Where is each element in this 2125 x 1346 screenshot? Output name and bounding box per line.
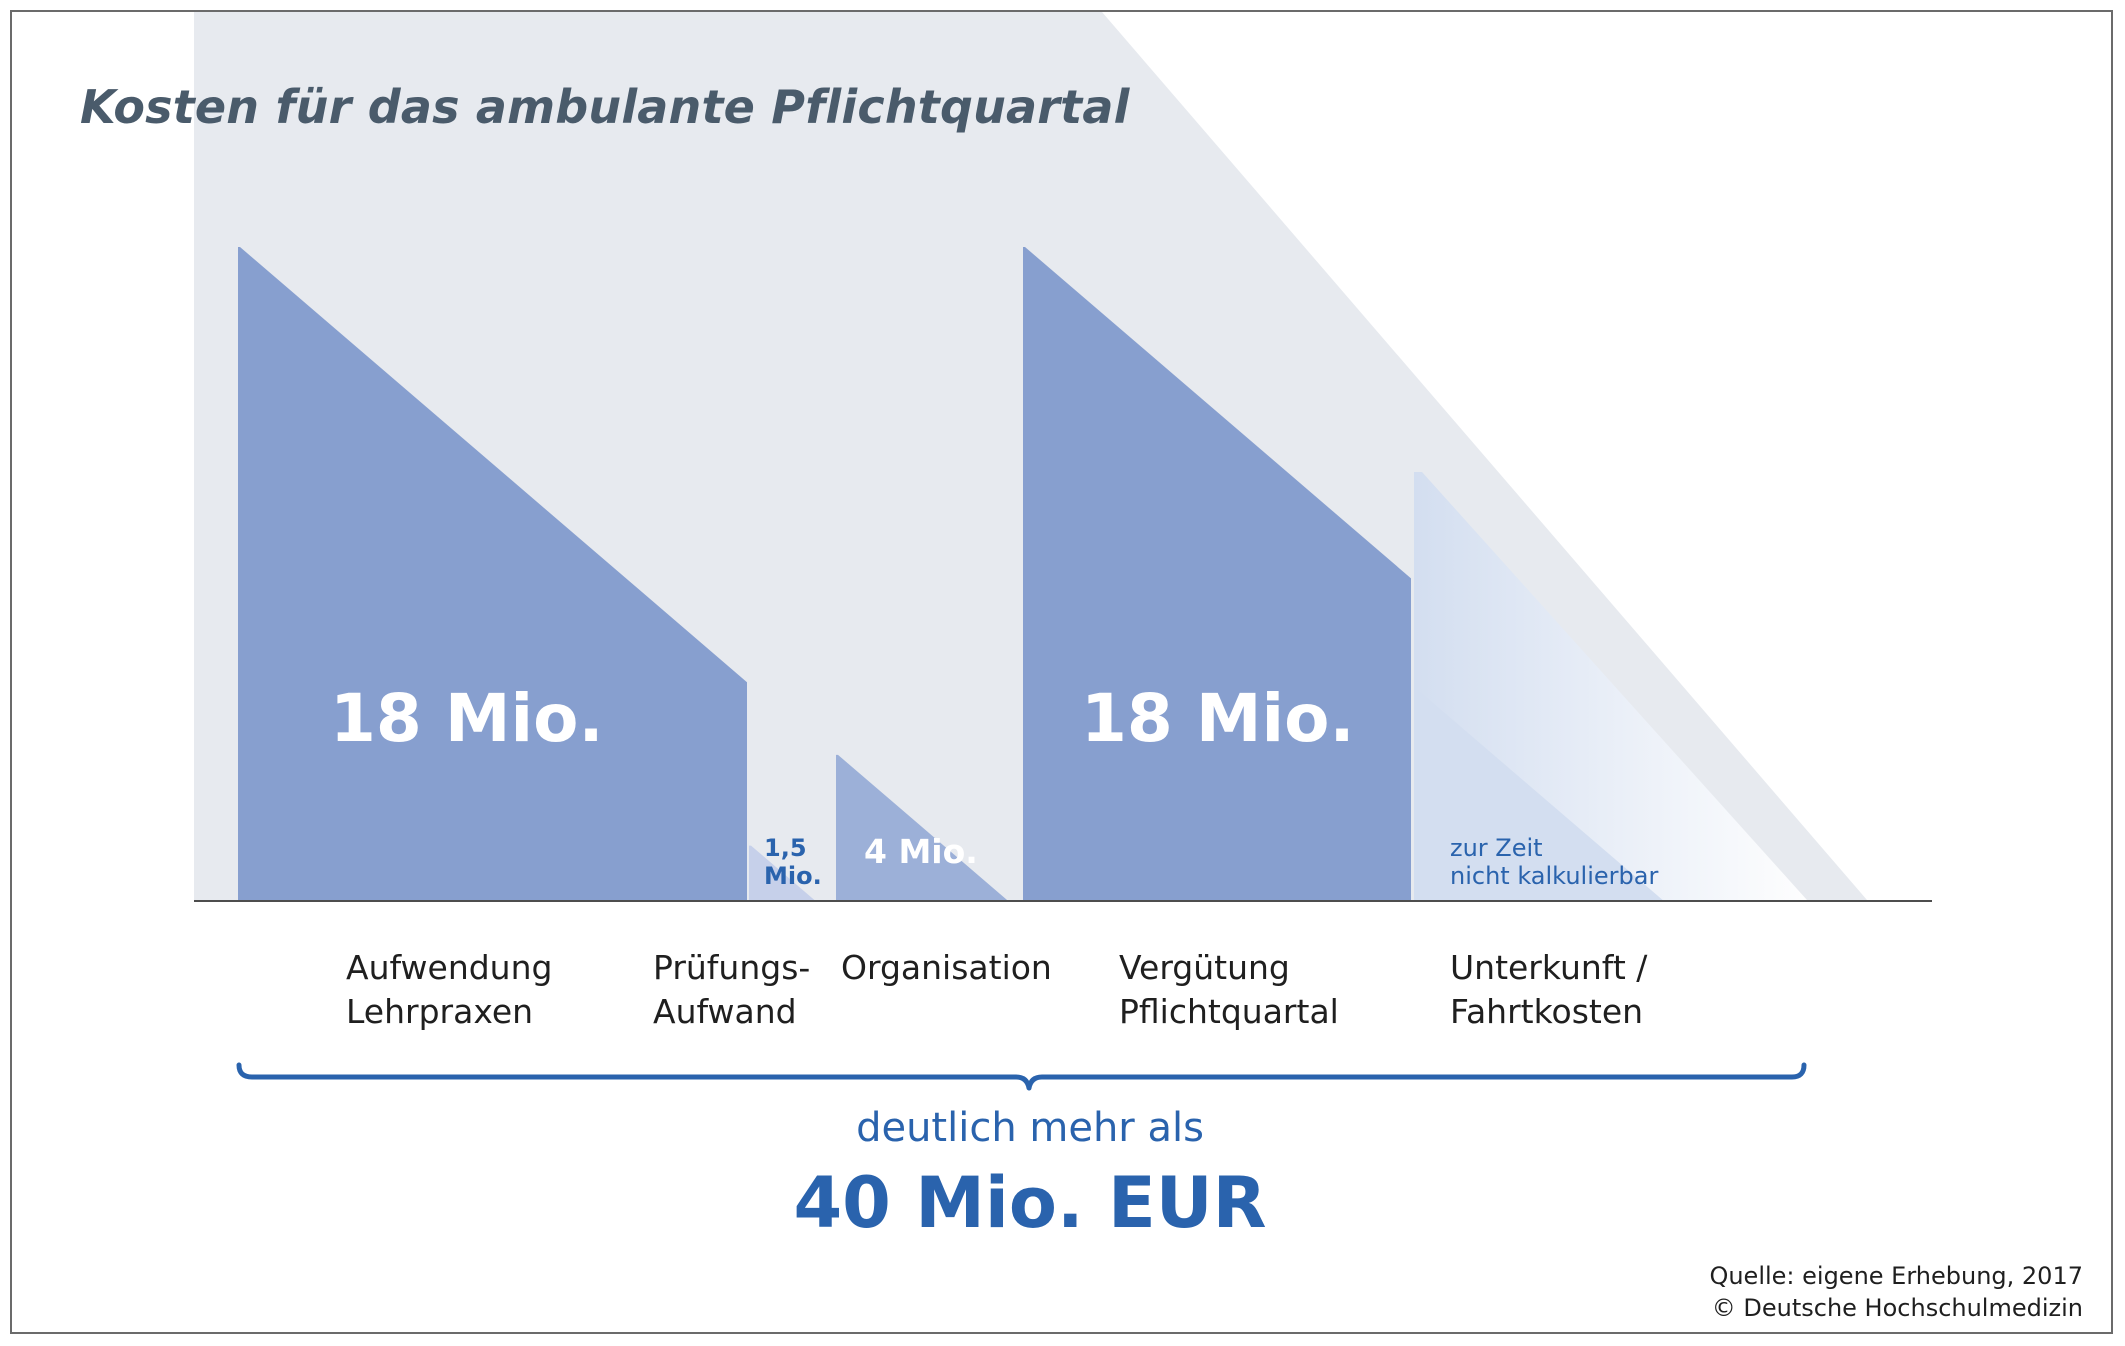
chart-canvas (194, 12, 1932, 1091)
category-label-unterkunft-fahrtkosten: Unterkunft / Fahrtkosten (1450, 946, 1647, 1034)
total-value: 40 Mio. EUR (793, 1162, 1267, 1244)
category-label-line-2: Fahrtkosten (1450, 992, 1644, 1031)
value-label-aufwendung-lehrpraxen: 18 Mio. (330, 680, 604, 757)
total-brace (236, 1062, 1807, 1091)
category-label-aufwendung-lehrpraxen: Aufwendung Lehrpraxen (346, 946, 552, 1034)
category-label-line-2: Aufwand (653, 992, 797, 1031)
total-prefix: deutlich mehr als (856, 1105, 1204, 1151)
value-label-organisation: 4 Mio. (864, 832, 978, 871)
value-label-unterkunft-fahrtkosten: zur Zeit nicht kalkulierbar (1450, 834, 1658, 890)
category-label-line-1: Unterkunft / (1450, 948, 1648, 987)
category-label-line-2: Pflichtquartal (1119, 992, 1339, 1031)
value-label-unterkunft-line-1: zur Zeit (1450, 834, 1543, 862)
bar-pruefungsaufwand (749, 845, 815, 900)
category-label-pruefungsaufwand: Prüfungs- Aufwand (653, 946, 810, 1034)
source-note: Quelle: eigene Erhebung, 2017 © Deutsche… (1709, 1260, 2083, 1324)
chart-figure: Kosten für das ambulante Pflichtquartal … (10, 10, 2113, 1334)
source-line-2: © Deutsche Hochschulmedizin (1711, 1294, 2083, 1322)
bar-organisation (836, 754, 1008, 900)
value-label-pruefungsaufwand-line-1: 1,5 (764, 834, 807, 862)
bar-aufwendung-lehrpraxen (238, 247, 747, 900)
value-label-verguetung-pflichtquartal: 18 Mio. (1081, 680, 1355, 757)
category-label-line-2: Lehrpraxen (346, 992, 534, 1031)
category-label-line-1: Vergütung (1119, 948, 1290, 987)
category-label-line-1: Aufwendung (346, 948, 553, 987)
bar-unterkunft-fahrtkosten (1414, 690, 1663, 900)
value-label-unterkunft-line-2: nicht kalkulierbar (1450, 862, 1659, 890)
value-label-pruefungsaufwand: 1,5 Mio. (764, 834, 822, 890)
category-label-verguetung-pflichtquartal: Vergütung Pflichtquartal (1119, 946, 1339, 1034)
source-line-1: Quelle: eigene Erhebung, 2017 (1709, 1262, 2083, 1290)
bar-verguetung-pflichtquartal (1023, 247, 1411, 900)
value-label-pruefungsaufwand-line-2: Mio. (764, 862, 822, 890)
category-label-line-1: Prüfungs- (653, 948, 811, 987)
chart-title: Kosten für das ambulante Pflichtquartal (80, 80, 1130, 134)
category-label-organisation: Organisation (841, 946, 1052, 990)
category-label-line-1: Organisation (841, 948, 1052, 987)
